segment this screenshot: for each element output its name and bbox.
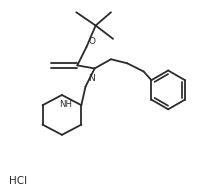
Text: O: O xyxy=(89,37,96,46)
Text: NH: NH xyxy=(60,100,73,109)
Text: N: N xyxy=(88,74,95,83)
Text: HCl: HCl xyxy=(9,176,27,186)
